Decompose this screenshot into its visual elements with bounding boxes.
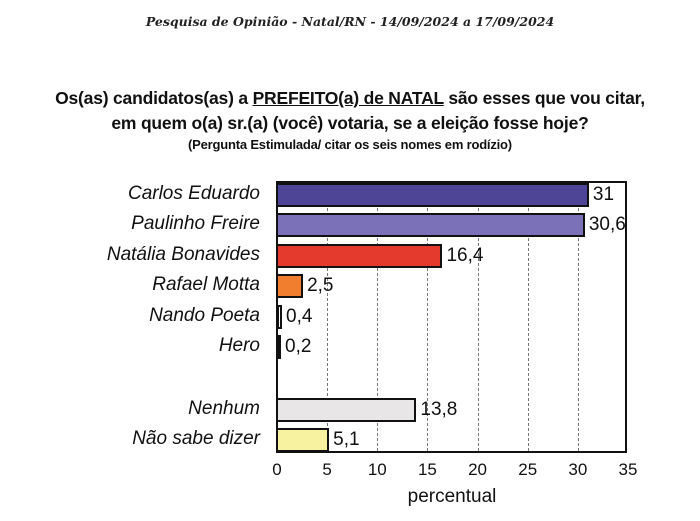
x-tick-label: 10	[367, 460, 387, 479]
bar-hero	[278, 335, 281, 359]
value-label: 31	[592, 184, 615, 205]
category-label: Paulinho Freire	[131, 213, 260, 234]
bar-nenhum	[278, 398, 417, 422]
bar-natalia-bonavides	[278, 244, 443, 268]
value-label: 2,5	[307, 275, 334, 296]
x-tick-label: 5	[322, 460, 332, 479]
bar-nao-sabe-dizer	[278, 428, 330, 452]
value-label: 0,4	[286, 306, 313, 327]
bar-rafael-motta	[278, 274, 304, 298]
x-tick-label: 30	[568, 460, 588, 479]
question-text-post: são esses que vou citar,	[443, 88, 645, 108]
x-axis-label: percentual	[407, 486, 497, 507]
category-label: Natália Bonavides	[106, 244, 260, 265]
question-line-1: Os(as) candidatos(as) a PREFEITO(a) de N…	[0, 88, 700, 109]
gridline	[527, 183, 529, 451]
x-tick-label: 20	[468, 460, 488, 479]
value-label: 30,6	[588, 214, 626, 235]
category-label: Nenhum	[188, 398, 260, 419]
x-tick-label: 0	[272, 460, 282, 479]
value-label: 5,1	[333, 429, 360, 450]
question-underlined: PREFEITO(a) de NATAL	[252, 88, 444, 108]
category-label: Não sabe dizer	[132, 428, 260, 449]
value-label: 16,4	[446, 245, 484, 266]
value-label: 0,2	[285, 336, 312, 357]
x-tick-label: 25	[518, 460, 538, 479]
category-label: Nando Poeta	[149, 305, 260, 326]
gridline	[427, 183, 429, 451]
gridline	[327, 183, 329, 451]
question-line-2: em quem o(a) sr.(a) (você) votaria, se a…	[111, 113, 589, 133]
bar-paulinho-freire	[278, 213, 585, 237]
gridline	[377, 183, 379, 451]
survey-header: Pesquisa de Opinião - Natal/RN - 14/09/2…	[145, 14, 555, 29]
category-label: Carlos Eduardo	[127, 183, 260, 204]
category-label: Hero	[218, 335, 260, 356]
gridline	[477, 183, 479, 451]
bar-nando-poeta	[278, 305, 282, 329]
gridline	[577, 183, 579, 451]
x-tick-label: 15	[417, 460, 437, 479]
x-tick-label: 35	[618, 460, 638, 479]
plot-area	[276, 181, 627, 453]
bar-carlos-eduardo	[278, 183, 589, 207]
question-text-pre: Os(as) candidatos(as) a	[55, 88, 253, 108]
question-note: (Pergunta Estimulada/ citar os seis nome…	[188, 137, 512, 152]
value-label: 13,8	[420, 399, 458, 420]
category-label: Rafael Motta	[152, 274, 260, 295]
